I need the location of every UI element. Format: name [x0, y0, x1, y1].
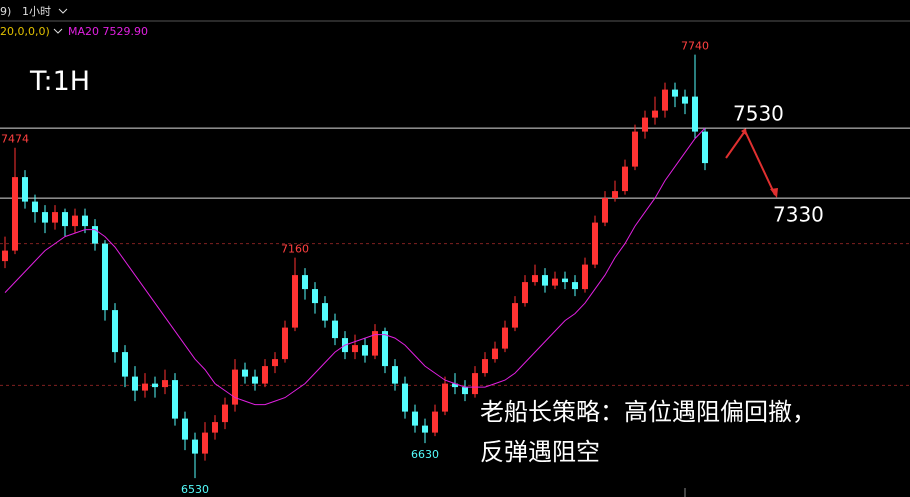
candle-body [232, 369, 238, 405]
candle-body [152, 383, 158, 388]
candle-body [372, 331, 378, 356]
indicator-params: 20,0,0,0) [0, 25, 50, 38]
candle-body [412, 411, 418, 426]
candle-body [52, 212, 58, 223]
extreme-label: 6630 [411, 448, 439, 461]
header-cut: 9) [0, 5, 11, 18]
extreme-label: 6530 [181, 483, 209, 496]
candle-body [322, 303, 328, 321]
candle-body [682, 96, 688, 104]
candle-body [82, 215, 88, 227]
candle-body [692, 96, 698, 132]
candle-body [602, 198, 608, 223]
candle-body [62, 212, 68, 227]
candle-body [442, 383, 448, 412]
candle-body [142, 383, 148, 391]
candle-body [182, 418, 188, 440]
candle-body [22, 177, 28, 202]
strategy-text: 反弹遇阻空 [480, 438, 600, 466]
candle-body [212, 422, 218, 433]
forecast-arrow [725, 129, 776, 196]
candle-body [272, 359, 278, 367]
candle-body [102, 243, 108, 311]
candle-body [552, 278, 558, 286]
candle-body [672, 89, 678, 97]
candle-body [202, 432, 208, 454]
candle-body [402, 383, 408, 412]
candle-body [662, 89, 668, 111]
candle-body [252, 376, 258, 384]
candle-body [632, 131, 638, 167]
candle-body [352, 345, 358, 353]
candle-body [262, 366, 268, 384]
candle-body [452, 383, 458, 388]
arrow-head [741, 128, 778, 198]
candle-body [192, 439, 198, 454]
candle-body [612, 191, 618, 199]
ma-label: MA20 7529.90 [68, 25, 148, 38]
level-label: 7330 [773, 203, 824, 227]
candle-body [622, 166, 628, 192]
candle-body [432, 411, 438, 433]
extreme-label: 7160 [281, 243, 309, 256]
candle-body [492, 348, 498, 360]
strategy-text: 老船长策略：高位遇阻偏回撤， [480, 398, 816, 426]
level-label: 7530 [733, 102, 784, 126]
candle-body [582, 264, 588, 290]
extreme-label: 7740 [681, 40, 709, 53]
candle-body [642, 117, 648, 132]
candle-body [72, 215, 78, 227]
candle-body [312, 289, 318, 304]
candle-body [282, 327, 288, 360]
candle-body [462, 387, 468, 395]
candle-body [332, 320, 338, 339]
candle-body [172, 380, 178, 419]
candle-body [702, 131, 708, 164]
extreme-label: 7474 [1, 133, 29, 146]
candle-body [382, 331, 388, 367]
candle-body [132, 376, 138, 391]
candle-body [482, 359, 488, 374]
candle-body [592, 222, 598, 265]
candle-body [522, 282, 528, 304]
candle-body [392, 366, 398, 384]
candle-body [502, 327, 508, 349]
dropdown-icon[interactable] [53, 28, 63, 34]
period-selector[interactable]: 1小时 [22, 5, 51, 18]
candle-body [32, 201, 38, 213]
candle-body [12, 177, 18, 251]
candle-body [362, 345, 368, 356]
candle-body [652, 110, 658, 118]
candle-body [92, 226, 98, 244]
candle-body [422, 425, 428, 433]
candle-body [242, 369, 248, 377]
candle-body [112, 310, 118, 353]
candle-body [562, 278, 568, 283]
candle-body [2, 250, 8, 262]
candle-body [512, 303, 518, 328]
candle-body [472, 373, 478, 395]
ma-line [4, 127, 706, 406]
candle-body [162, 380, 168, 388]
candle-body [42, 212, 48, 223]
timeframe-label: T:1H [29, 66, 90, 97]
candle-body [122, 352, 128, 377]
dropdown-icon[interactable] [58, 8, 68, 14]
candle-body [302, 275, 308, 290]
candle-body [542, 275, 548, 286]
candle-body [532, 275, 538, 283]
candle-body [572, 282, 578, 290]
candle-body [222, 404, 228, 423]
candle-body [292, 275, 298, 328]
